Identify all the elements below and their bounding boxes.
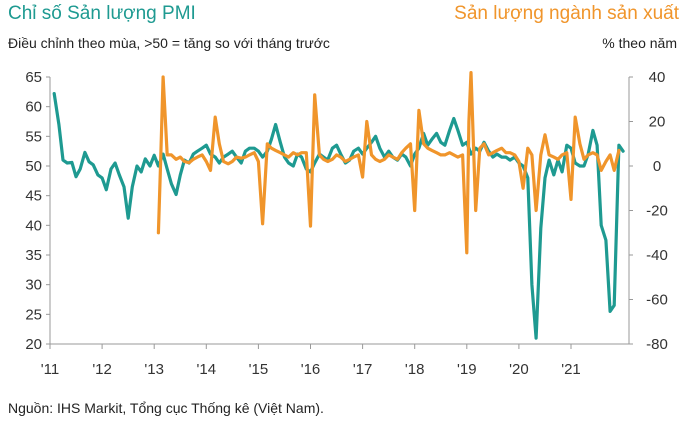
right-tick-label: -20	[646, 203, 668, 220]
right-axis-title: Sản lượng ngành sản xuất	[454, 3, 679, 24]
right-tick-label: -60	[646, 292, 668, 309]
x-tick-label: '18	[405, 361, 425, 378]
x-tick-label: '12	[92, 361, 112, 378]
right-axis-subtitle: % theo năm	[602, 35, 677, 51]
manufacturing-output-line	[156, 71, 621, 255]
right-tick-label: -40	[646, 247, 668, 264]
left-axis-subtitle: Điều chỉnh theo mùa, >50 = tăng so với t…	[8, 35, 330, 51]
x-tick-label: '11	[41, 361, 59, 378]
left-tick-label: 60	[25, 99, 42, 116]
x-tick-label: '20	[509, 361, 529, 378]
left-tick-label: 30	[25, 277, 42, 294]
left-tick-label: 35	[25, 247, 42, 264]
left-tick-label: 20	[25, 336, 42, 353]
x-tick-label: '13	[144, 361, 164, 378]
x-tick-label: '14	[197, 361, 217, 378]
left-tick-label: 40	[25, 217, 42, 234]
pmi-output-line	[52, 92, 625, 340]
x-tick-label: '17	[353, 361, 373, 378]
left-axis-title: Chỉ số Sản lượng PMI	[8, 3, 196, 24]
x-tick-label: '19	[457, 361, 477, 378]
right-tick-label: 0	[653, 158, 661, 175]
right-tick-label: 20	[649, 114, 666, 131]
x-tick-label: '16	[301, 361, 321, 378]
x-tick-label: '15	[249, 361, 269, 378]
left-tick-label: 65	[25, 69, 42, 86]
right-tick-label: 40	[649, 69, 666, 86]
left-tick-label: 55	[25, 128, 42, 145]
x-tick-label: '21	[561, 361, 581, 378]
left-tick-label: 25	[25, 306, 42, 323]
left-tick-label: 50	[25, 158, 42, 175]
source-note: Nguồn: IHS Markit, Tổng cục Thống kê (Vi…	[8, 400, 324, 416]
left-tick-label: 45	[25, 188, 42, 205]
right-tick-label: -80	[646, 336, 668, 353]
